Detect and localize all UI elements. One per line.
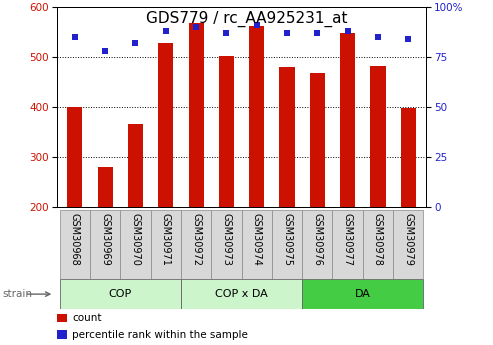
Text: GSM30979: GSM30979 [403,213,413,266]
Point [162,28,170,34]
Bar [57,314,67,322]
Bar [340,33,355,207]
Point [132,40,140,46]
Text: GSM30968: GSM30968 [70,213,80,266]
Text: COP x DA: COP x DA [215,289,268,299]
Bar [60,279,181,309]
Text: GSM30977: GSM30977 [343,213,352,266]
Bar [128,125,143,207]
Text: GSM30973: GSM30973 [221,213,231,266]
Text: DA: DA [355,289,371,299]
Bar [151,210,181,279]
Text: GSM30975: GSM30975 [282,213,292,266]
Bar [188,23,204,207]
Bar [211,210,242,279]
Bar [310,73,325,207]
Point [253,22,261,28]
Bar [219,56,234,207]
Text: GSM30969: GSM30969 [100,213,110,266]
Text: GSM30971: GSM30971 [161,213,171,266]
Bar [302,279,423,309]
Bar [363,210,393,279]
Bar [68,107,82,207]
Bar [60,210,90,279]
Point [101,48,109,54]
Bar [158,43,174,207]
Text: percentile rank within the sample: percentile rank within the sample [72,330,248,340]
Text: strain: strain [2,289,33,299]
Point [222,30,230,36]
Bar [302,210,332,279]
Bar [249,26,264,207]
Point [192,24,200,30]
Bar [401,108,416,207]
Bar [98,167,113,207]
Bar [181,210,211,279]
Bar [90,210,120,279]
Bar [332,210,363,279]
Bar [57,331,67,339]
Bar [272,210,302,279]
Bar [370,66,386,207]
Bar [120,210,151,279]
Text: GSM30972: GSM30972 [191,213,201,266]
Bar [242,210,272,279]
Text: GSM30970: GSM30970 [131,213,141,266]
Point [71,34,79,40]
Point [344,28,352,34]
Text: GSM30976: GSM30976 [313,213,322,266]
Point [283,30,291,36]
Point [404,36,412,42]
Text: count: count [72,313,102,323]
Text: GSM30978: GSM30978 [373,213,383,266]
Text: COP: COP [109,289,132,299]
Text: GSM30974: GSM30974 [252,213,262,266]
Bar [280,67,295,207]
Text: GDS779 / rc_AA925231_at: GDS779 / rc_AA925231_at [146,10,347,27]
Point [374,34,382,40]
Bar [393,210,423,279]
Bar [181,279,302,309]
Point [314,30,321,36]
